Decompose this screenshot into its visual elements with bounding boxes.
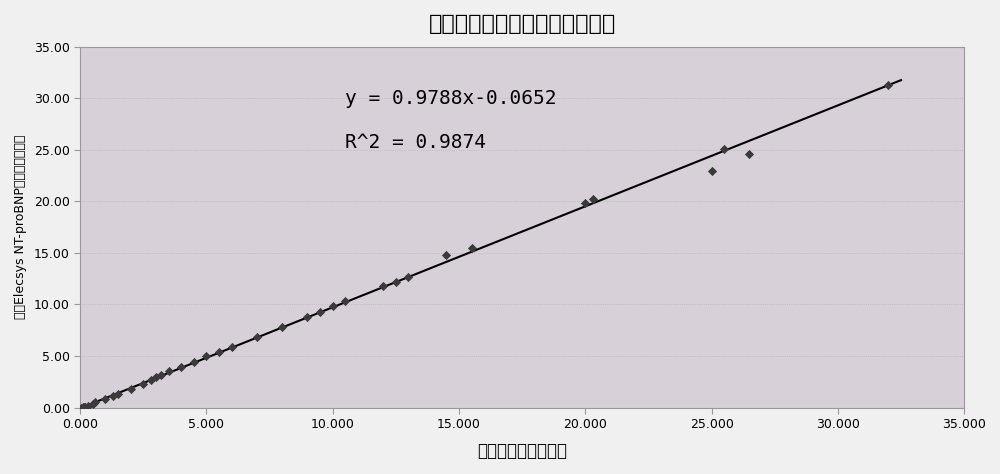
Point	[135, 380, 151, 388]
Point	[249, 334, 265, 341]
Point	[211, 348, 227, 356]
Point	[85, 400, 101, 408]
Text: y = 0.9788x-0.0652: y = 0.9788x-0.0652	[345, 89, 557, 109]
Point	[299, 313, 315, 320]
Point	[198, 352, 214, 360]
Title: 本发明试剂测得血清相关性结果: 本发明试剂测得血清相关性结果	[429, 14, 616, 34]
Point	[577, 200, 593, 207]
Point	[464, 244, 480, 252]
Point	[105, 392, 121, 400]
Point	[161, 368, 177, 375]
Point	[716, 145, 732, 153]
Point	[148, 373, 164, 381]
Point	[585, 195, 601, 203]
Point	[123, 385, 139, 393]
Point	[153, 371, 169, 378]
Point	[337, 298, 353, 305]
Point	[880, 81, 896, 89]
Point	[224, 343, 240, 350]
Point	[76, 403, 92, 410]
Point	[80, 402, 96, 410]
Point	[274, 323, 290, 331]
X-axis label: 本发明试剂测得结果: 本发明试剂测得结果	[477, 442, 567, 460]
Y-axis label: 罗氏Elecsys NT-proBNP试剂盒测得结果: 罗氏Elecsys NT-proBNP试剂盒测得结果	[14, 135, 27, 319]
Text: R^2 = 0.9874: R^2 = 0.9874	[345, 133, 486, 152]
Point	[375, 282, 391, 290]
Point	[312, 308, 328, 315]
Point	[143, 376, 159, 383]
Point	[110, 391, 126, 398]
Point	[325, 303, 341, 310]
Point	[87, 399, 103, 406]
Point	[77, 403, 93, 410]
Point	[173, 364, 189, 371]
Point	[741, 150, 757, 158]
Point	[438, 251, 454, 259]
Point	[388, 278, 404, 285]
Point	[75, 403, 91, 411]
Point	[400, 273, 416, 281]
Point	[97, 395, 113, 403]
Point	[73, 404, 89, 411]
Point	[186, 358, 202, 366]
Point	[704, 168, 720, 175]
